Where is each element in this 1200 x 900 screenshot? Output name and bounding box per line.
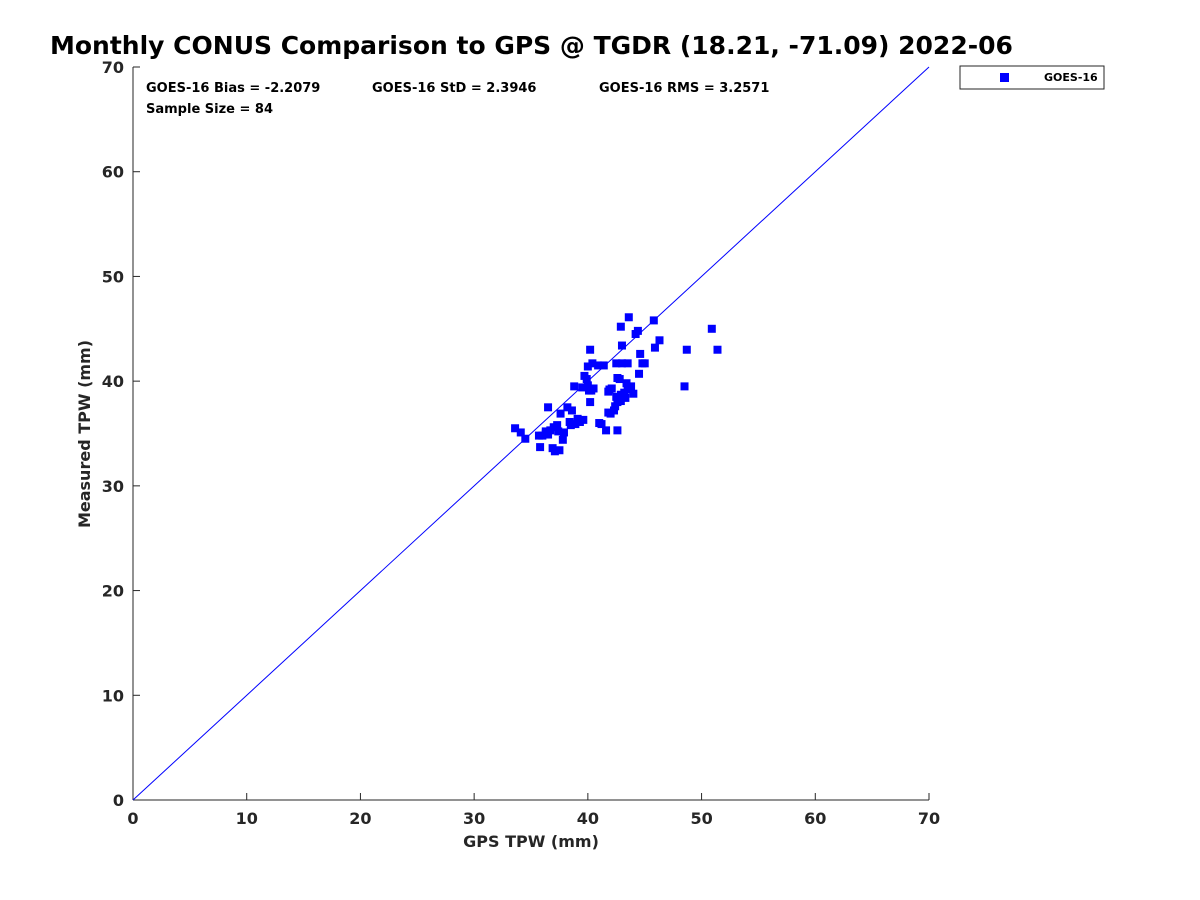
y-tick-label: 40 [102,372,124,391]
data-point [624,313,633,322]
data-point [611,402,620,411]
data-point [554,427,563,436]
data-points [511,313,722,456]
data-point [597,420,606,429]
x-axis-label: GPS TPW (mm) [463,832,599,851]
y-tick-label: 10 [102,686,124,705]
data-point [559,428,568,437]
data-point [550,447,559,456]
data-point [556,409,565,418]
x-tick-label: 30 [463,809,485,828]
data-point [612,359,621,368]
x-tick-label: 60 [804,809,826,828]
data-point [655,336,664,345]
data-point [558,435,567,444]
data-point [621,393,630,402]
data-point [549,423,558,432]
data-point [616,390,625,399]
data-point [623,359,632,368]
data-point [599,361,608,370]
data-point [613,398,622,407]
data-point [682,345,691,354]
data-point [617,359,626,368]
data-point [516,428,525,437]
y-tick-label: 0 [113,791,124,810]
data-point [613,426,622,435]
data-point [583,362,592,371]
data-point [649,316,658,325]
x-tick-label: 20 [349,809,371,828]
data-point [521,434,530,443]
y-tick-label: 20 [102,582,124,601]
data-point [640,359,649,368]
plot-area: 0 10 20 30 40 50 60 70 0 10 20 30 40 50 60 70 [102,58,940,828]
data-point [571,420,580,429]
y-axis-label: Measured TPW (mm) [75,340,94,528]
data-point [582,375,591,384]
data-point [602,426,611,435]
legend: GOES-16 [959,65,1105,90]
data-point [570,382,579,391]
x-tick-label: 10 [236,809,258,828]
y-tick-label: 60 [102,163,124,182]
y-tick-label: 30 [102,477,124,496]
x-tick-label: 70 [918,809,940,828]
data-point [606,409,615,418]
stat-rms: GOES-16 RMS = 3.2571 [599,81,769,96]
legend-label: GOES-16 [1044,71,1098,84]
stat-bias: GOES-16 Bias = -2.2079 [146,81,320,96]
stat-sample-size: Sample Size = 84 [146,102,273,117]
data-point [583,381,592,390]
data-point [586,345,595,354]
stats-block: GOES-16 Bias = -2.2079 GOES-16 StD = 2.3… [146,81,769,117]
data-point [563,403,572,412]
data-point [612,392,621,401]
data-point [622,379,631,388]
x-tick-label: 0 [127,809,138,828]
x-tick-label: 50 [690,809,712,828]
chart-title: Monthly CONUS Comparison to GPS @ TGDR (… [50,31,1013,60]
data-point [650,343,659,352]
data-point [707,324,716,333]
y-tick-label: 70 [102,58,124,77]
data-point [555,446,564,455]
legend-box [959,65,1105,90]
data-point [567,406,576,415]
data-point [578,383,587,392]
x-tick-label: 40 [577,809,599,828]
data-point [623,385,632,394]
y-axis-ticks: 0 10 20 30 40 50 60 70 [102,58,140,810]
y-tick-label: 50 [102,267,124,286]
data-point [544,403,553,412]
data-point [511,424,520,433]
data-point [629,389,638,398]
data-point [617,341,626,350]
data-point [680,382,689,391]
data-point [616,322,625,331]
data-point [586,398,595,407]
data-point [604,387,613,396]
data-point [587,386,596,395]
legend-marker-square [1000,73,1009,82]
data-point [579,415,588,424]
data-point [566,421,575,430]
data-point [633,326,642,335]
data-point [536,443,545,452]
one-to-one-reference-line [132,66,930,801]
data-point [588,359,597,368]
data-point [635,369,644,378]
data-point [615,375,624,384]
data-point [541,427,550,436]
data-point [594,361,603,370]
stat-std: GOES-16 StD = 2.3946 [372,81,536,96]
x-axis-ticks: 0 10 20 30 40 50 60 70 [127,793,940,828]
data-point [713,345,722,354]
data-point [636,349,645,358]
